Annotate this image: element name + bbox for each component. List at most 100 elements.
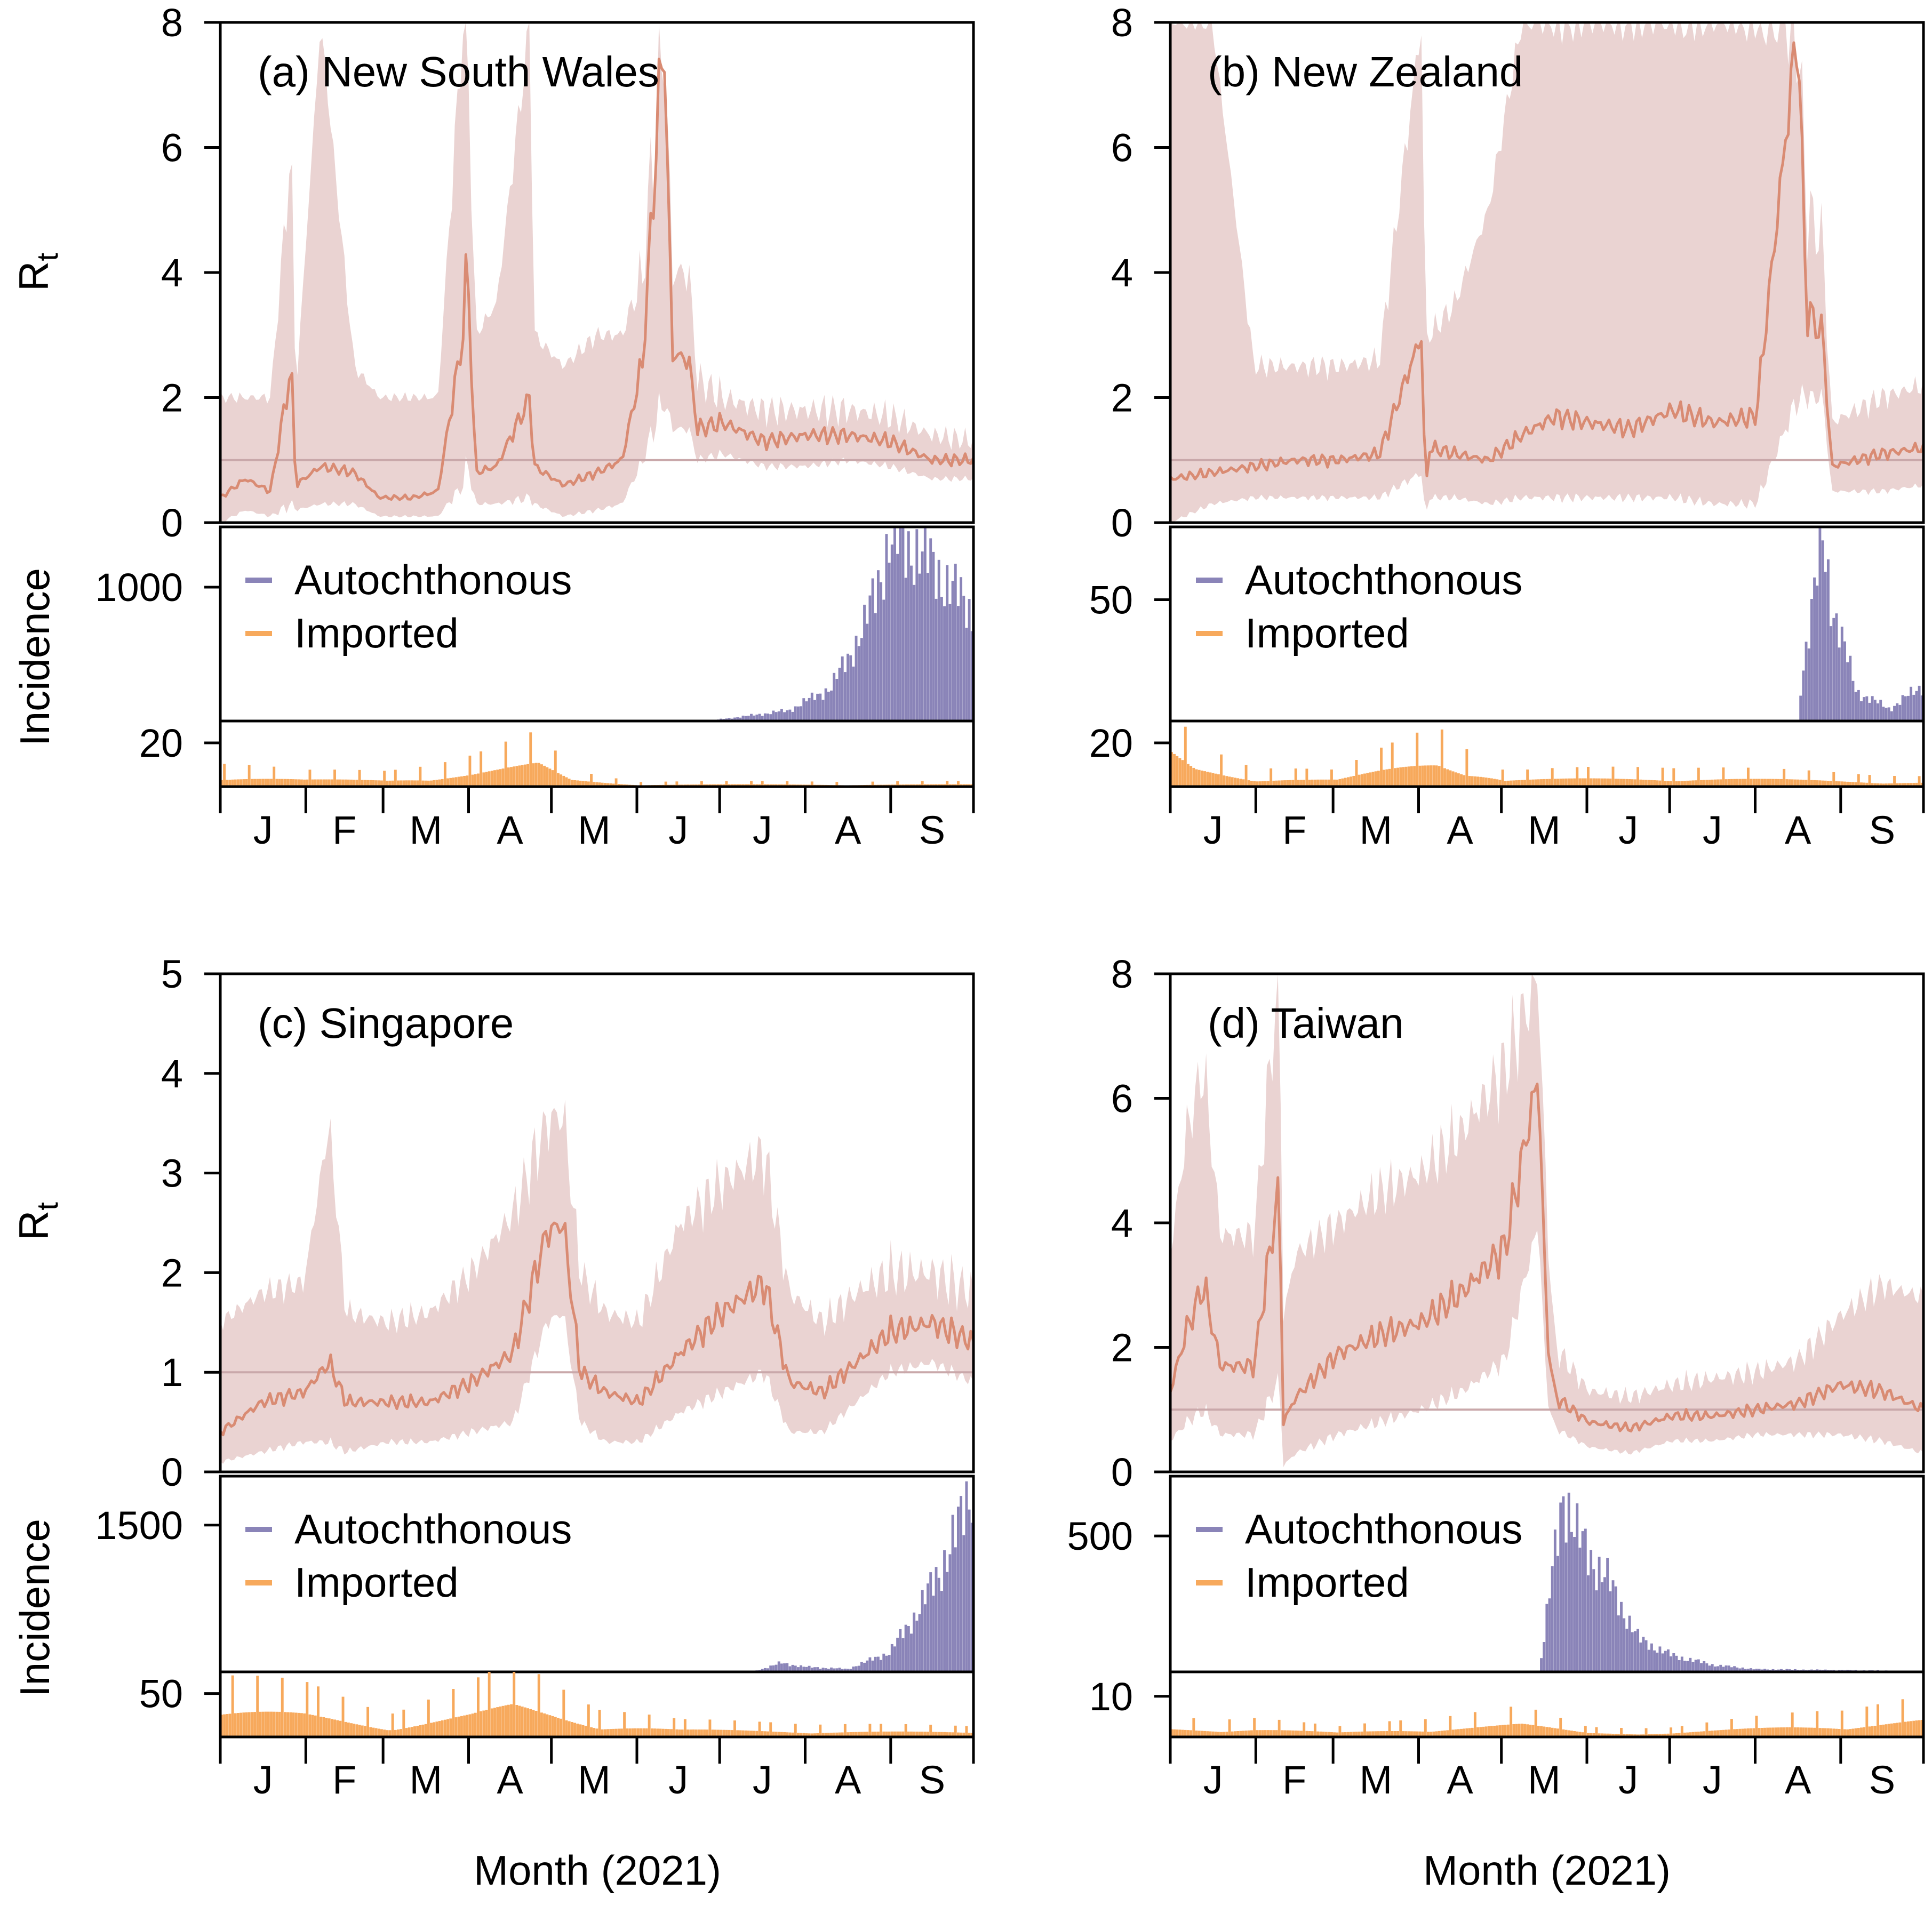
autochthonous-bar <box>775 1664 778 1672</box>
imported-bar <box>1324 1732 1328 1737</box>
autochthonous-bar <box>1873 700 1877 721</box>
imported-bar <box>576 780 579 787</box>
imported-bar <box>529 732 532 787</box>
imported-bar <box>1857 774 1860 787</box>
imported-bar <box>1614 779 1617 787</box>
imported-bar <box>234 1713 237 1737</box>
imported-bar <box>560 774 563 787</box>
imported-bar <box>1468 776 1471 787</box>
imported-bar <box>454 777 458 787</box>
autochthonous-bar <box>808 698 811 721</box>
imported-bar <box>1877 1704 1879 1737</box>
autochthonous-bar <box>956 1507 960 1672</box>
imported-bar <box>1189 1730 1193 1737</box>
imported-bar <box>433 780 436 787</box>
imported-bar <box>1686 780 1689 787</box>
imported-bar <box>598 782 601 787</box>
autochthonous-bar <box>1590 1550 1593 1672</box>
imported-bar <box>1217 1732 1220 1737</box>
imported-bar <box>1730 1719 1733 1737</box>
autochthonous-bar <box>1644 1640 1648 1672</box>
imported-bar <box>1587 767 1590 787</box>
imported-bar <box>391 780 394 787</box>
autochthonous-bar <box>1843 641 1846 721</box>
imported-bar <box>339 779 342 787</box>
imported-bar <box>454 1717 458 1737</box>
autochthonous-bar <box>1713 1666 1717 1672</box>
imported-bar <box>554 750 557 787</box>
imported-bar <box>805 1733 808 1737</box>
imported-bar <box>1432 765 1435 787</box>
imported-bar <box>808 1733 811 1737</box>
imported-bar <box>1510 780 1513 787</box>
imported-bar <box>1545 779 1548 787</box>
imported-bar <box>1178 1729 1181 1737</box>
imported-bar <box>819 1724 822 1737</box>
imported-bar <box>510 767 513 787</box>
x-month-label: F <box>1282 1758 1306 1802</box>
autochthonous-bar <box>761 716 764 721</box>
imported-bar <box>1885 783 1888 787</box>
autochthonous-bar <box>1846 662 1849 721</box>
imported-bar <box>300 1713 303 1737</box>
imported-bar <box>656 1728 659 1737</box>
imported-bar <box>1338 779 1342 787</box>
imported-bar <box>532 1710 535 1737</box>
imported-bar <box>1484 778 1488 787</box>
imported-bar <box>1244 765 1248 787</box>
imported-bar <box>915 1732 919 1737</box>
autochthonous-bar <box>1882 707 1885 721</box>
imported-bar <box>1799 1727 1802 1737</box>
imported-bar <box>1313 779 1316 787</box>
imported-bar <box>1816 780 1819 787</box>
imported-bar <box>1402 767 1405 787</box>
imported-bar <box>1504 1725 1507 1737</box>
x-month-label: A <box>835 808 861 852</box>
rt-y-tick-label: 5 <box>161 952 183 996</box>
imported-bar <box>1620 1728 1623 1737</box>
imported-bar <box>1178 758 1181 787</box>
imported-bar <box>868 1724 872 1737</box>
autochthonous-bar <box>1805 642 1808 721</box>
imported-bar <box>609 783 612 787</box>
autochthonous-bar <box>904 578 907 721</box>
imported-bar <box>419 766 422 787</box>
autochthonous-bar <box>901 1638 905 1672</box>
imported-bar <box>1705 1722 1709 1737</box>
imported-bar <box>344 1721 347 1737</box>
autochthonous-bar <box>965 628 968 721</box>
imported-bar <box>1553 779 1556 787</box>
imported-bar <box>474 1712 477 1737</box>
imported-bar <box>1360 1731 1363 1737</box>
imported-bar <box>1760 779 1763 787</box>
imported-bar <box>1404 1731 1408 1737</box>
imported-bar <box>1774 779 1777 787</box>
imported-bar <box>1275 780 1278 787</box>
imported-bar <box>551 770 554 787</box>
imported-bar <box>1567 1730 1570 1737</box>
x-month-label: J <box>753 1758 772 1802</box>
imported-bar <box>1785 779 1789 787</box>
imported-bar <box>1223 1732 1226 1737</box>
imported-bar <box>386 780 389 787</box>
imported-bar <box>336 779 339 787</box>
imported-bar <box>1570 778 1573 787</box>
imported-bar <box>1344 778 1347 787</box>
imported-bar <box>1818 1728 1822 1737</box>
autochthonous-bar <box>1581 1531 1584 1672</box>
imported-bar <box>529 1709 532 1737</box>
imported-bar <box>1465 1728 1468 1737</box>
imported-bar <box>1769 779 1772 787</box>
autochthonous-bar <box>918 1614 921 1672</box>
imported-bar <box>703 1729 706 1737</box>
imported-bar <box>308 1714 312 1737</box>
autochthonous-bar <box>808 1665 811 1672</box>
imported-bar <box>534 763 538 787</box>
autochthonous-bar <box>860 638 863 721</box>
imported-bar <box>1863 1727 1866 1737</box>
imported-bar <box>1352 776 1355 787</box>
imported-bar <box>1700 780 1703 787</box>
imported-bar <box>1813 780 1816 787</box>
imported-bar <box>1206 1731 1209 1737</box>
imported-bar <box>725 781 728 787</box>
